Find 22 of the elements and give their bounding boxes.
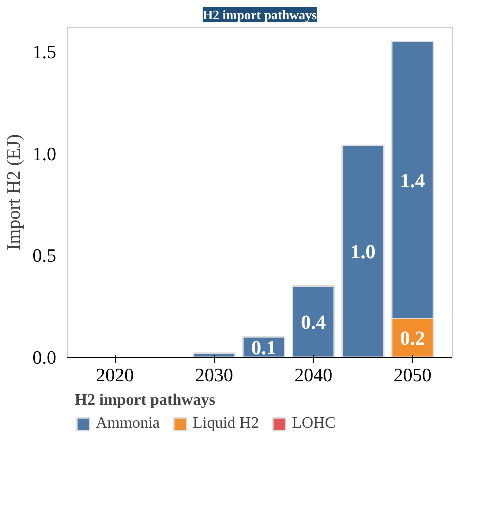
bar [342, 144, 385, 358]
y-tick-label: 1.5 [32, 42, 56, 64]
x-tick-label: 2040 [294, 366, 333, 386]
legend-label: Liquid H2 [193, 415, 260, 433]
legend-label: Ammonia [96, 415, 160, 433]
legend-title: H2 import pathways [75, 392, 216, 410]
y-tick-label: 0.5 [32, 246, 56, 268]
x-tick-label: 2050 [394, 366, 432, 386]
bar [292, 285, 336, 358]
data-label: 0.4 [301, 312, 326, 334]
data-label: 0.1 [251, 337, 276, 360]
bar [192, 352, 236, 358]
x-tick-label: 2030 [195, 366, 234, 386]
data-label: 1.0 [350, 242, 376, 264]
data-label: 0.2 [400, 328, 426, 350]
x-tick-label: 2020 [96, 366, 134, 386]
legend-label: LOHC [292, 415, 336, 433]
chart-title: H2 import pathways [202, 8, 318, 22]
y-tick-label: 0.0 [32, 348, 56, 369]
y-axis-title: Import H2 (EJ) [4, 134, 25, 251]
y-tick-label: 1.0 [32, 144, 56, 166]
data-label: 1.4 [400, 170, 426, 192]
